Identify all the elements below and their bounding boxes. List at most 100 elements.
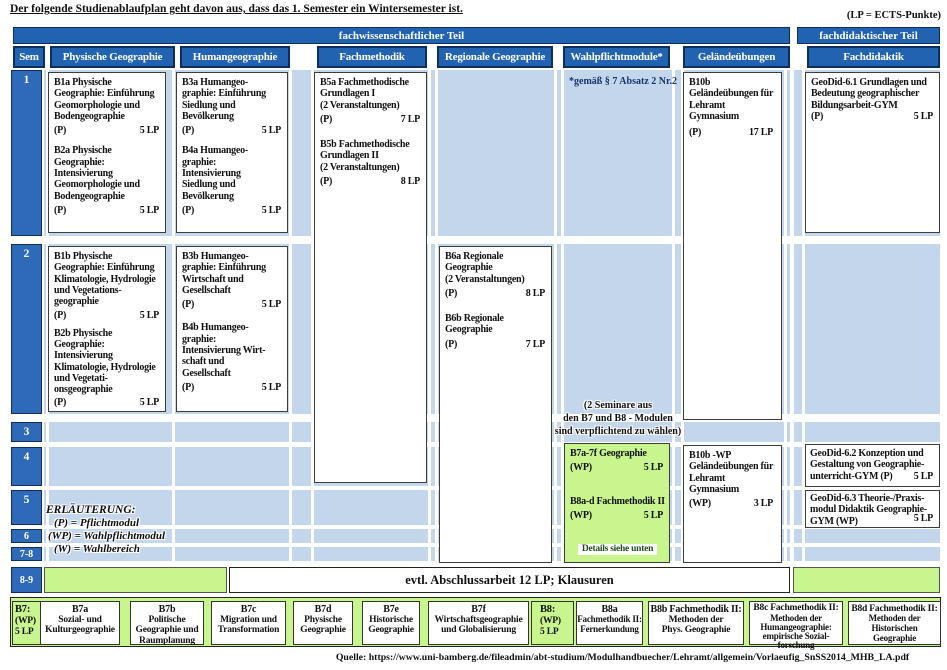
module-b5a-credits: (P) 7 LP (320, 114, 422, 125)
column-header-sem: Sem (13, 46, 45, 68)
bottom-module-b7b: B7b Politische Geographie und Raumplanun… (130, 601, 204, 646)
bottom-module-b8b: B8b Fachmethodik II: Methoden der Phys. … (648, 601, 744, 645)
elective-footnote: *gemäß § 7 Absatz 2 Nr.2 (569, 76, 677, 87)
bottom-module-b8c: B8c Fachmethodik II: Methoden der Humang… (749, 601, 843, 649)
module-b1a: B1a Physische Geographie: Einführung Geo… (54, 77, 161, 136)
b8d-code: B8d Fachmethodik II: (851, 604, 938, 614)
module-b3a-credits: (P) 5 LP (182, 125, 283, 136)
module-lp: 5 LP (913, 512, 934, 524)
module-b3b-credits: (P) 5 LP (182, 299, 283, 310)
module-b7a-7f-credits: (WP) 5 LP (570, 462, 665, 473)
module-box-b6: B6a Regionale Geographie (2 Veranstaltun… (439, 246, 552, 563)
module-type: (P) (182, 299, 195, 311)
bottom-module-b7c: B7c Migration und Transformation (211, 601, 286, 645)
module-b7a-7f: B7a-7f Geographie (WP) 5 LP (570, 448, 665, 474)
module-box-b3a-b4a: B3a Humangeo- graphie: Einführung Siedlu… (176, 72, 288, 233)
module-b10b-wp: B10b -WP Geländeübungen für Lehramt Gymn… (689, 450, 777, 509)
module-box-b3b-b4b: B3b Humangeo- graphie: Einführung Wirtsc… (176, 246, 288, 412)
b8b-code: B8b Fachmethodik II: (650, 604, 742, 615)
module-lp: 5 LP (913, 110, 934, 122)
module-b10b-credits: (P) 17 LP (689, 127, 777, 138)
lp-abbreviation-note: (LP = ECTS-Punkte) (846, 10, 941, 21)
column-header-humangeographie: Humangeographie (180, 46, 290, 68)
source-line: Quelle: https://www.uni-bamberg.de/filea… (335, 652, 910, 663)
module-lp: 5 LP (643, 510, 664, 522)
b8-code: B8: (540, 604, 556, 615)
module-b5b-title: B5b Fachmethodische Grundlagen II (2 Ver… (320, 139, 410, 173)
module-b3a: B3a Humangeo- graphie: Einführung Siedlu… (182, 77, 283, 136)
module-b10b: B10b Geländeübungen für Lehramt Gymnasiu… (689, 77, 777, 138)
module-b1a-title: B1a Physische Geographie: Einführung Geo… (54, 77, 155, 122)
module-box-b1a-b2a: B1a Physische Geographie: Einführung Geo… (48, 72, 166, 233)
module-lp: 5 LP (261, 125, 282, 137)
legend-heading: ERLÄUTERUNG: (46, 504, 136, 516)
module-geodid62-title: GeoDid-6.2 Konzeption und Gestaltung von… (810, 448, 925, 482)
module-b1b-credits: (P) 5 LP (54, 310, 161, 321)
b8d-name: Methoden der Historischen Geographie (868, 613, 921, 644)
bottom-module-b7f: B7f Wirtschaftsgeographie und Globalisie… (428, 601, 529, 645)
module-lp: 7 LP (400, 113, 421, 125)
module-b2b-credits: (P) 5 LP (54, 397, 161, 408)
b8-type: (WP) (540, 616, 561, 627)
column-gap (554, 70, 557, 561)
column-header-fachdidaktik: Fachdidaktik (807, 46, 940, 68)
module-type: (P) (811, 110, 824, 122)
module-geodid63: GeoDid-6.3 Theorie-/Praxis- modul Didakt… (810, 493, 935, 527)
module-type: (P) (445, 287, 458, 299)
row-band (793, 244, 940, 414)
module-lp: 5 LP (913, 470, 934, 482)
b7-lp: 5 LP (15, 626, 34, 637)
module-b6a-title: B6a Regionale Geographie (2 Veranstaltun… (445, 251, 525, 285)
column-header-fachmethodik: Fachmethodik (317, 46, 427, 68)
column-gap (289, 70, 292, 561)
module-type: (P) (54, 396, 67, 408)
b7f-name: Wirtschaftsgeographie und Globalisierung (434, 615, 523, 636)
module-b3b-title: B3b Humangeo- graphie: Einführung Wirtsc… (182, 251, 266, 296)
module-lp: 3 LP (753, 498, 774, 510)
module-b2a-credits: (P) 5 LP (54, 205, 161, 216)
b7c-code: B7c (240, 604, 257, 615)
module-b10b-wp-credits: (WP) 3 LP (689, 498, 777, 509)
module-type: (P) (54, 310, 67, 322)
module-geodid63-title: GeoDid-6.3 Theorie-/Praxis- modul Didakt… (810, 493, 927, 527)
column-gap (435, 70, 438, 561)
module-b3b: B3b Humangeo- graphie: Einführung Wirtsc… (182, 251, 283, 310)
module-lp: 5 LP (261, 299, 282, 311)
row-band (793, 547, 940, 561)
module-b8a-d-credits: (WP) 5 LP (570, 510, 665, 521)
column-header-physische-geographie: Physische Geographie (50, 46, 175, 68)
module-b4a-title: B4a Humangeo- graphie: Intensivierung Si… (182, 145, 248, 202)
legend-item-wp: (WP) = Wahlpflichtmodul (48, 530, 166, 542)
plan-title: Der folgende Studienablaufplan geht davo… (10, 3, 463, 15)
column-gap (428, 70, 431, 561)
b7a-name: Sozial- und Kulturgeographie (45, 615, 115, 636)
module-lp: 17 LP (748, 127, 773, 139)
module-lp: 5 LP (139, 125, 160, 137)
module-type: (P) (182, 125, 195, 137)
module-b10b-title: B10b Geländeübungen für Lehramt Gymnasiu… (689, 77, 774, 122)
module-b4a: B4a Humangeo- graphie: Intensivierung Si… (182, 145, 283, 216)
bottom-label-b7: B7: (WP) 5 LP (12, 601, 41, 645)
module-b2b: B2b Physische Geographie: Intensivierung… (54, 328, 161, 408)
module-box-b5: B5a Fachmethodische Grundlagen I (2 Vera… (314, 72, 427, 483)
b8c-code: B8c Fachmethodik II: (753, 603, 839, 613)
column-gap (172, 70, 175, 561)
b7d-name: Physische Geographie (300, 615, 346, 636)
module-box-geodid-6-3: GeoDid-6.3 Theorie-/Praxis- modul Didakt… (805, 490, 940, 528)
module-b4b: B4b Humangeo- graphie: Intensivierung Wi… (182, 322, 283, 393)
module-b6b-credits: (P) 7 LP (445, 339, 547, 350)
module-b5b-credits: (P) 8 LP (320, 176, 422, 187)
module-box-b1b-b2b: B1b Physische Geographie: Einführung Kli… (48, 246, 166, 412)
thesis-row-green-segment (44, 567, 227, 593)
b7-type: (WP) (15, 616, 36, 627)
b7a-code: B7a (71, 604, 89, 615)
module-b1a-credits: (P) 5 LP (54, 125, 161, 136)
module-b6a-credits: (P) 8 LP (445, 288, 547, 299)
b7e-code: B7e (383, 604, 399, 615)
module-type: (P) (54, 204, 67, 216)
semester-label-6: 6 (11, 529, 42, 543)
module-box-b10b-wp: B10b -WP Geländeübungen für Lehramt Gymn… (683, 445, 782, 563)
row-band (793, 422, 940, 442)
details-note: Details siehe unten (577, 544, 658, 555)
module-type: (P) (689, 127, 702, 139)
